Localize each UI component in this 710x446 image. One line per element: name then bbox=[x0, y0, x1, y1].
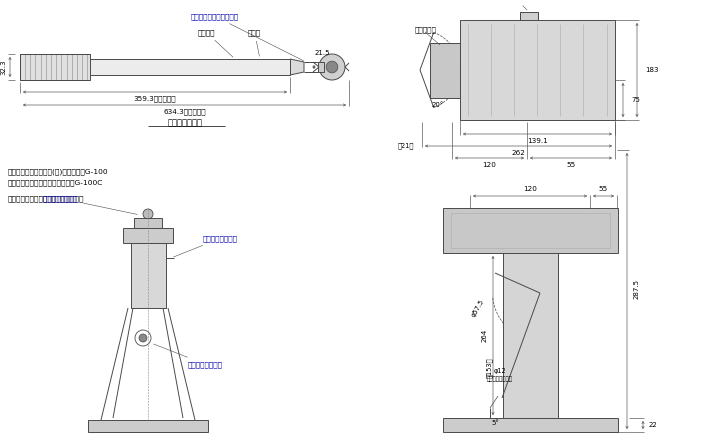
Bar bbox=[503, 253, 558, 418]
Bar bbox=[90, 59, 290, 75]
Text: ２．専用操作レバーが付属します。: ２．専用操作レバーが付属します。 bbox=[8, 195, 84, 202]
Circle shape bbox=[326, 61, 338, 73]
Text: リリーズスクリュ: リリーズスクリュ bbox=[153, 344, 223, 368]
Text: 75: 75 bbox=[631, 97, 640, 103]
Text: 32.3: 32.3 bbox=[0, 59, 6, 75]
Text: 伸縮式: 伸縮式 bbox=[248, 29, 261, 56]
Text: 120: 120 bbox=[483, 162, 496, 168]
Bar bbox=[20, 54, 90, 80]
Text: 359.3（最縮長）: 359.3（最縮長） bbox=[133, 96, 176, 102]
Text: φ12: φ12 bbox=[493, 368, 506, 374]
Text: ストッパ: ストッパ bbox=[197, 29, 233, 57]
Bar bbox=[134, 218, 162, 228]
Bar bbox=[123, 228, 173, 243]
Text: 22: 22 bbox=[649, 422, 657, 428]
Text: 262: 262 bbox=[512, 150, 525, 156]
Text: 183: 183 bbox=[645, 67, 658, 73]
Text: 55: 55 bbox=[599, 186, 608, 192]
Bar bbox=[520, 12, 538, 20]
Polygon shape bbox=[290, 59, 304, 75]
Bar bbox=[430, 43, 460, 98]
Text: φ57.5: φ57.5 bbox=[471, 298, 486, 318]
Circle shape bbox=[524, 375, 540, 391]
Bar bbox=[131, 243, 166, 308]
Bar bbox=[460, 20, 615, 120]
Text: 5°: 5° bbox=[491, 420, 499, 426]
Text: ニッケルめっきタイプ：G-100C: ニッケルめっきタイプ：G-100C bbox=[8, 179, 104, 186]
Text: 注１．型式　標準塗装(赤)タイプ　：G-100: 注１．型式 標準塗装(赤)タイプ ：G-100 bbox=[8, 168, 109, 175]
Text: 264: 264 bbox=[482, 328, 488, 342]
Circle shape bbox=[438, 63, 452, 77]
Circle shape bbox=[139, 334, 147, 342]
Bar bbox=[443, 418, 618, 432]
Bar bbox=[443, 208, 618, 253]
Text: リリーズスクリュ差込口: リリーズスクリュ差込口 bbox=[191, 13, 303, 61]
Text: 634.3（最伸長）: 634.3（最伸長） bbox=[163, 109, 206, 116]
Text: 20°: 20° bbox=[432, 102, 444, 108]
Circle shape bbox=[319, 54, 345, 80]
Bar bbox=[88, 420, 208, 432]
Text: （153）: （153） bbox=[486, 358, 492, 378]
Text: 専用操作レバー: 専用操作レバー bbox=[168, 119, 202, 128]
Text: 139.1: 139.1 bbox=[527, 138, 548, 144]
Bar bbox=[318, 62, 324, 72]
Text: M6: M6 bbox=[510, 0, 527, 10]
Text: 21.5: 21.5 bbox=[315, 50, 329, 56]
Text: 操作レバー差込口: 操作レバー差込口 bbox=[173, 235, 238, 257]
Bar bbox=[451, 213, 610, 248]
Text: 287.5: 287.5 bbox=[634, 279, 640, 299]
Text: （21）: （21） bbox=[398, 143, 414, 149]
Circle shape bbox=[143, 209, 153, 219]
Text: （シリンダ内径）: （シリンダ内径） bbox=[487, 376, 513, 382]
Text: 55: 55 bbox=[567, 162, 576, 168]
Text: レバー回転: レバー回転 bbox=[415, 27, 437, 33]
Circle shape bbox=[248, 68, 252, 72]
Text: オイルフィリング: オイルフィリング bbox=[43, 195, 137, 215]
Circle shape bbox=[528, 379, 536, 387]
Text: 120: 120 bbox=[523, 186, 537, 192]
